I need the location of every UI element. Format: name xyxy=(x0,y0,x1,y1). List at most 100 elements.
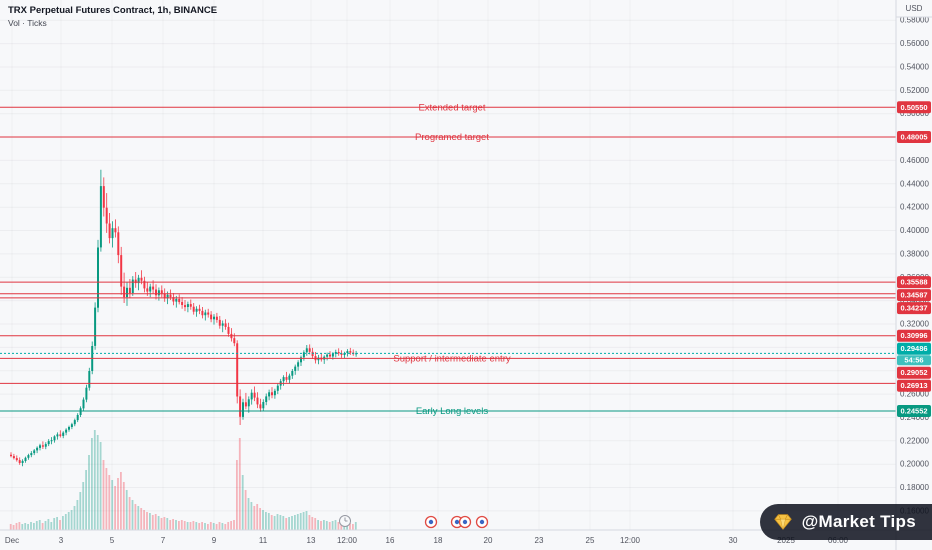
time-tick-label[interactable]: 16 xyxy=(386,536,395,545)
volume-bar xyxy=(125,490,128,530)
volume-bar xyxy=(44,521,47,530)
price-badge[interactable] xyxy=(897,405,931,417)
candle-body xyxy=(204,312,207,316)
price-badge[interactable] xyxy=(897,101,931,114)
volume-bar xyxy=(88,455,90,530)
price-tick-label: 0.50000 xyxy=(900,109,929,118)
event-icon-dot xyxy=(428,519,434,525)
volume-bar xyxy=(227,522,230,530)
time-tick-label[interactable]: 06:00 xyxy=(828,536,849,545)
time-tick-label[interactable]: 25 xyxy=(586,536,595,545)
volume-bar xyxy=(102,460,105,530)
candle-body xyxy=(114,228,117,233)
volume-bar xyxy=(76,500,79,530)
candle-body xyxy=(36,447,39,451)
volume-bar xyxy=(163,517,166,530)
symbol-title[interactable]: TRX Perpetual Futures Contract, 1h, BINA… xyxy=(8,5,218,16)
volume-bar xyxy=(224,524,227,530)
candle-body xyxy=(297,362,300,367)
volume-bar xyxy=(340,523,343,530)
price-badge[interactable] xyxy=(897,342,931,355)
time-tick-label[interactable]: 18 xyxy=(434,536,443,545)
event-icon[interactable] xyxy=(475,515,489,529)
time-tick-label[interactable]: 30 xyxy=(729,536,738,545)
candle-body xyxy=(331,353,334,357)
candle-body xyxy=(198,308,201,311)
candle-body xyxy=(340,353,343,355)
volume-bar xyxy=(337,522,340,530)
candle-body xyxy=(189,304,192,307)
price-badge-text: 0.29486 xyxy=(900,344,927,353)
price-badge[interactable] xyxy=(897,379,931,392)
time-tick-label[interactable]: 23 xyxy=(535,536,544,545)
volume-bar xyxy=(108,475,111,530)
candle-body xyxy=(305,348,308,353)
market-tips-logo-icon xyxy=(773,514,792,530)
time-tick-label[interactable]: 9 xyxy=(212,536,217,545)
time-tick-label[interactable]: 11 xyxy=(259,536,268,545)
volume-bar xyxy=(267,513,270,530)
volume-bar xyxy=(256,504,259,530)
volume-bar xyxy=(244,490,247,530)
volume-bar xyxy=(282,516,285,530)
candle-body xyxy=(33,450,36,454)
price-badge[interactable] xyxy=(897,302,931,315)
price-badge-text: 0.34237 xyxy=(900,304,927,313)
candle-body xyxy=(94,307,97,346)
candle-body xyxy=(73,420,76,425)
time-tick-label[interactable]: 2025 xyxy=(777,536,795,545)
candle-body xyxy=(157,290,160,296)
volume-bar xyxy=(82,482,85,530)
candle-body xyxy=(128,287,131,294)
time-tick-label[interactable]: 12:00 xyxy=(620,536,641,545)
event-icon[interactable] xyxy=(458,515,472,529)
price-badge[interactable] xyxy=(897,131,931,143)
time-tick-label[interactable]: 20 xyxy=(484,536,493,545)
candle-body xyxy=(259,404,262,409)
volume-bar xyxy=(172,519,174,530)
volume-bar xyxy=(53,518,56,530)
price-badge-text: 0.50550 xyxy=(900,103,927,112)
time-tick-label[interactable]: 7 xyxy=(161,536,166,545)
price-badge[interactable] xyxy=(897,276,931,289)
volume-bar xyxy=(247,498,250,530)
candle-body xyxy=(244,402,247,407)
volume-bar xyxy=(305,511,308,530)
candle-body xyxy=(108,223,111,239)
event-icon[interactable] xyxy=(424,515,438,529)
volume-bar xyxy=(131,500,134,530)
candle-body xyxy=(65,429,68,433)
time-tick-label[interactable]: 13 xyxy=(307,536,316,545)
time-tick-label[interactable]: 12:00 xyxy=(337,536,358,545)
candle-body xyxy=(262,402,265,409)
volume-bar xyxy=(91,438,93,530)
volume-bar xyxy=(180,520,183,530)
time-tick-label[interactable]: 3 xyxy=(59,536,64,545)
candle-body xyxy=(56,434,59,437)
candle-body xyxy=(152,286,155,290)
candle-body xyxy=(50,440,53,442)
volume-bar xyxy=(186,522,189,530)
price-badge[interactable] xyxy=(897,329,931,342)
time-tick-label[interactable]: 5 xyxy=(110,536,115,545)
time-tick-label[interactable]: Dec xyxy=(5,536,19,545)
candle-body xyxy=(192,306,195,312)
candle-body xyxy=(163,293,166,299)
volume-bar xyxy=(64,514,67,530)
volume-bar xyxy=(218,522,221,530)
price-tick-label: 0.58000 xyxy=(900,16,929,25)
volume-bar xyxy=(311,517,314,530)
volume-bar xyxy=(291,516,293,530)
candle-body xyxy=(256,397,259,405)
price-badge[interactable] xyxy=(897,289,931,302)
volume-bar xyxy=(15,523,18,530)
volume-bar xyxy=(35,521,38,530)
candle-body xyxy=(134,279,137,284)
price-tick-label: 0.24000 xyxy=(900,413,929,422)
volume-indicator-label[interactable]: Vol · Ticks xyxy=(8,18,47,29)
candle-body xyxy=(169,294,172,298)
price-badge[interactable] xyxy=(897,366,931,379)
candle-body xyxy=(155,289,157,296)
candle-body xyxy=(149,286,152,292)
